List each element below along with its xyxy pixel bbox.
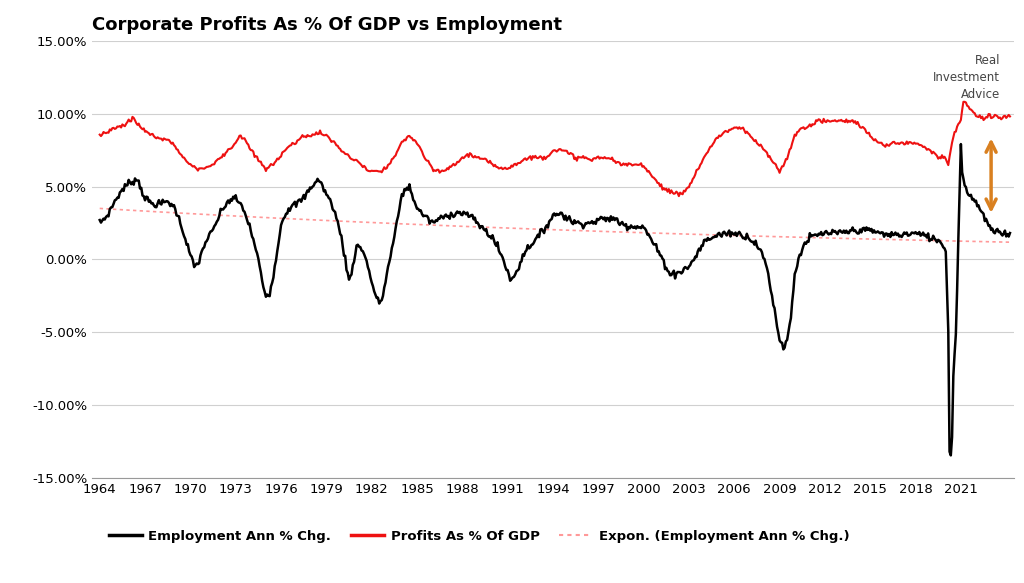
Text: Corporate Profits As % Of GDP vs Employment: Corporate Profits As % Of GDP vs Employm… — [92, 16, 562, 34]
Legend: Employment Ann % Chg., Profits As % Of GDP, Expon. (Employment Ann % Chg.): Employment Ann % Chg., Profits As % Of G… — [103, 525, 855, 548]
Text: Real
Investment
Advice: Real Investment Advice — [933, 54, 999, 101]
